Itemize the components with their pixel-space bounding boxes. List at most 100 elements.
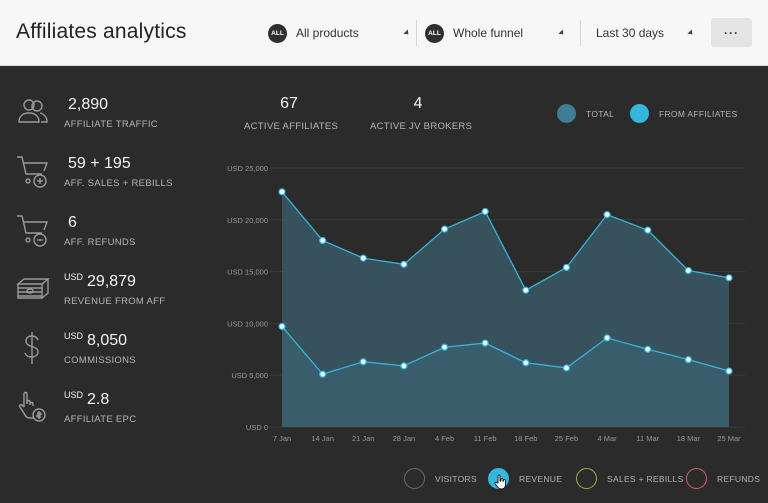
all-badge: ALL <box>425 23 444 43</box>
cart-minus-icon <box>17 215 49 247</box>
stat-label: ACTIVE AFFILIATES <box>244 121 339 132</box>
more-options-button[interactable]: ··· <box>711 18 752 47</box>
product-filter-value: All products <box>296 26 359 40</box>
series-area <box>282 191 729 427</box>
x-tick-label: 4 Feb <box>435 434 454 443</box>
date-range-value: Last 30 days <box>596 26 665 40</box>
data-point <box>440 343 449 351</box>
stat-value: 2,890 <box>68 96 109 113</box>
divider <box>416 20 417 46</box>
cash-stack-icon <box>16 278 50 299</box>
data-point <box>725 367 733 375</box>
toggle-revenue[interactable]: REVENUE <box>488 468 563 490</box>
data-point <box>603 211 611 219</box>
stat-value: 29,879 <box>87 273 136 290</box>
stat-label: ACTIVE JV BROKERS <box>370 121 473 132</box>
chevron-down-icon <box>687 29 695 37</box>
x-tick-label: 18 Mar <box>677 434 701 443</box>
stat-value: 6 <box>68 214 77 231</box>
legend-swatch <box>630 104 649 123</box>
cart-plus-icon <box>17 156 49 188</box>
toggle-visitors[interactable]: VISITORS <box>404 468 477 489</box>
data-point <box>359 358 367 366</box>
stat-value: 8,050 <box>87 332 128 349</box>
y-tick-label: USD 5,000 <box>231 371 268 380</box>
stat-label: AFFILIATE TRAFFIC <box>64 119 158 130</box>
hand-coin-icon <box>18 391 46 422</box>
x-tick-label: 14 Jan <box>311 434 334 443</box>
stat-aff-sales: 59 + 195 AFF. SALES + REBILLS <box>16 154 216 204</box>
page-title: Affiliates analytics <box>16 20 187 43</box>
stat-unit: USD <box>64 390 84 400</box>
stat-value: 67 <box>280 95 298 112</box>
chevron-down-icon <box>558 29 566 37</box>
x-tick-label: 11 Mar <box>636 434 659 443</box>
funnel-filter-value: Whole funnel <box>453 26 524 40</box>
data-point <box>278 188 286 196</box>
y-tick-label: USD 0 <box>246 423 268 432</box>
x-tick-label: 28 Jan <box>393 434 416 443</box>
product-filter-dropdown[interactable]: ALL All products <box>268 20 411 46</box>
toggle-sales-rebills[interactable]: SALES + REBILLS <box>576 468 684 489</box>
funnel-filter-dropdown[interactable]: ALL Whole funnel <box>425 20 566 46</box>
toggle-label: SALES + REBILLS <box>607 473 684 484</box>
data-point <box>400 362 408 370</box>
data-point <box>481 207 489 216</box>
data-point <box>562 263 571 272</box>
stat-revenue-from-aff: USD 29,879 REVENUE FROM AFF <box>16 272 216 322</box>
stat-label: REVENUE FROM AFF <box>64 296 166 307</box>
x-tick-label: 25 Mar <box>717 434 741 443</box>
people-icon <box>18 99 48 123</box>
active-affiliates-stat: 67 ACTIVE AFFILIATES <box>244 95 339 132</box>
divider <box>580 20 581 46</box>
x-tick-label: 21 Jan <box>352 434 375 443</box>
y-tick-label: USD 15,000 <box>227 268 268 277</box>
stat-value: 2.8 <box>87 391 110 408</box>
data-point <box>644 345 652 353</box>
data-point <box>522 286 530 294</box>
stat-label: AFF. REFUNDS <box>64 237 136 248</box>
x-tick-label: 25 Feb <box>555 434 578 443</box>
legend-total: TOTAL <box>557 104 614 123</box>
x-tick-label: 7 Jan <box>273 434 291 443</box>
stat-label: COMMISSIONS <box>64 355 136 366</box>
data-point <box>603 334 611 342</box>
toggle-refunds[interactable]: REFUNDS <box>686 468 760 489</box>
data-point <box>400 260 408 268</box>
toggle-ring <box>488 468 509 490</box>
data-point <box>684 356 692 364</box>
legend-label: TOTAL <box>586 108 615 119</box>
x-tick-label: 11 Feb <box>474 434 497 443</box>
data-point <box>481 339 489 347</box>
x-tick-label: 18 Feb <box>514 434 537 443</box>
data-point <box>562 364 571 372</box>
dollar-sign-icon <box>24 332 39 364</box>
toggle-ring <box>576 468 597 489</box>
all-badge: ALL <box>268 23 287 43</box>
data-point <box>319 370 327 378</box>
y-tick-label: USD 25,000 <box>227 164 268 173</box>
legend-label: FROM AFFILIATES <box>659 108 738 119</box>
data-point <box>522 359 530 367</box>
data-point <box>684 266 692 275</box>
series-line <box>281 191 730 292</box>
toggle-label: REVENUE <box>519 473 563 484</box>
legend-swatch <box>557 104 576 123</box>
data-point <box>440 225 449 233</box>
stat-unit: USD <box>64 331 84 341</box>
y-tick-label: USD 10,000 <box>227 319 268 328</box>
stat-label: AFFILIATE EPC <box>64 414 137 425</box>
stat-aff-refunds: 6 AFF. REFUNDS <box>16 213 216 263</box>
stat-unit: USD <box>64 272 84 282</box>
data-point <box>319 236 327 245</box>
stat-label: AFF. SALES + REBILLS <box>64 178 173 189</box>
series-area <box>282 326 729 427</box>
hand-cursor-icon <box>494 474 506 490</box>
toggle-label: VISITORS <box>435 473 477 484</box>
stat-value: 4 <box>413 95 423 112</box>
stat-value: 59 + 195 <box>68 155 131 172</box>
date-range-dropdown[interactable]: Last 30 days <box>596 20 695 46</box>
chevron-down-icon <box>403 29 411 37</box>
legend-from-affiliates: FROM AFFILIATES <box>630 104 738 123</box>
stat-affiliate-traffic: 2,890 AFFILIATE TRAFFIC <box>16 95 216 145</box>
